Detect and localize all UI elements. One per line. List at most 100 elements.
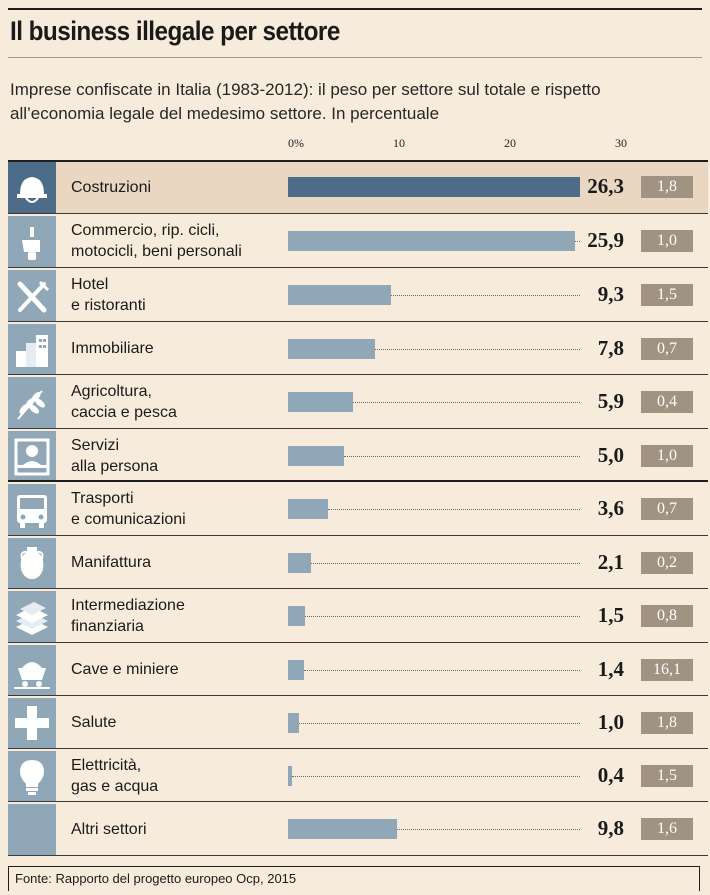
ratio-badge: 1,5 [641,765,693,787]
x-tick-label: 0% [288,136,304,150]
category-label-line: Salute [71,714,117,731]
category-label-line: finanziaria [71,618,144,635]
category-label-line: Manifattura [71,554,152,571]
chart-row: Manifattura 2,1 0,2 [8,536,708,589]
service-desk-icon [14,438,50,476]
category-label: Hotel e ristoranti [71,274,286,316]
row-separator [8,855,708,856]
category-label: Salute [71,712,286,733]
category-label: Cave e miniere [71,659,286,680]
leader-dots [327,509,580,510]
leader-dots [304,616,580,617]
row-separator [8,480,708,482]
bar [288,499,328,519]
scooter-icon [22,226,40,260]
category-label-line: motocicli, beni personali [71,243,242,260]
ratio-badge: 16,1 [641,659,693,681]
top-rule [8,8,702,10]
row-separator [8,535,708,536]
row-icon-box [8,162,56,213]
subtitle-line: all’economia legale del medesimo settore… [10,104,440,123]
chart-row: Agricoltura, caccia e pesca 5,9 0,4 [8,375,708,429]
row-separator [8,588,708,589]
chart-subtitle: Imprese confiscate in Italia (1983-2012)… [10,78,710,126]
bus-icon [17,494,47,528]
chart-row: Commercio, rip. cicli, motocicli, beni pe… [8,214,708,268]
chart-row: Immobiliare 7,8 0,7 [8,322,708,375]
chart-title: Il business illegale per settore [10,16,340,46]
category-label-line: Cave e miniere [71,661,179,678]
row-icon-box [8,538,56,588]
chart-row: Costruzioni 26,3 1,8 [8,160,708,214]
row-icon-box [8,591,56,642]
category-label: Intermediazione finanziaria [71,595,286,637]
row-icon-box [8,377,56,428]
helmet-icon [17,176,47,203]
bar [288,713,300,733]
row-separator [8,374,708,375]
value-label: 7,8 [597,336,624,360]
row-icon-box [8,804,56,855]
category-label-line: Costruzioni [71,178,152,196]
bar [288,660,304,680]
row-separator [8,321,708,322]
bar [288,606,305,626]
row-icon-box [8,645,56,695]
category-label: Costruzioni [71,177,286,198]
bar [288,231,576,251]
value-label: 1,5 [597,603,624,627]
ratio-badge: 1,0 [641,445,693,467]
source-box: Fonte: Rapporto del progetto europeo Ocp… [8,866,700,891]
row-separator [8,642,708,643]
category-label-line: e comunicazioni [71,511,186,528]
ratio-badge: 1,6 [641,818,693,840]
value-label: 1,4 [597,657,624,681]
ratio-badge: 1,8 [641,176,693,198]
leader-dots [303,670,580,671]
category-label-line: Hotel [71,276,109,293]
category-label-line: Altri settori [71,820,147,838]
value-label: 5,9 [597,389,624,413]
bar [288,392,354,412]
bar [288,446,344,466]
category-label: Commercio, rip. cicli, motocicli, beni pe… [71,220,286,262]
ratio-badge: 0,4 [641,391,693,413]
value-label: 9,3 [597,282,624,306]
leader-dots [353,402,580,403]
row-separator [8,695,708,696]
leader-dots [396,829,580,830]
category-label: Elettricità, gas e acqua [71,755,286,797]
money-stack-icon [16,601,48,635]
value-label: 26,3 [587,174,624,198]
leader-dots [299,723,580,724]
ratio-badge: 1,5 [641,284,693,306]
ratio-badge: 0,2 [641,552,693,574]
row-separator [8,213,708,214]
ratio-badge: 0,8 [641,605,693,627]
subtitle-line: Imprese confiscate in Italia (1983-2012)… [10,80,601,99]
ratio-badge: 1,0 [641,230,693,252]
value-label: 2,1 [597,550,624,574]
row-icon-box [8,698,56,748]
category-label: Altri settori [71,819,286,840]
title-rule [8,57,702,58]
value-label: 25,9 [587,228,624,252]
leader-dots [292,776,580,777]
x-tick-label: 30 [615,136,627,150]
leader-dots [343,456,580,457]
category-label: Manifattura [71,552,286,573]
bar [288,177,580,197]
chart-row: Hotel e ristoranti 9,3 1,5 [8,268,708,322]
category-label: Immobiliare [71,338,286,359]
chart-row: Salute 1,0 1,8 [8,696,708,749]
ratio-badge: 1,8 [641,712,693,734]
x-tick-label: 20 [504,136,516,150]
row-icon-box [8,484,56,535]
category-label-line: alla persona [71,457,159,475]
category-label-line: Intermediazione [71,597,185,614]
chart-row: Trasporti e comunicazioni 3,6 0,7 [8,482,708,536]
chart-row: Altri settori 9,8 1,6 [8,802,708,856]
value-label: 9,8 [597,816,624,840]
row-icon-box [8,751,56,801]
category-label: Servizi alla persona [71,435,286,477]
